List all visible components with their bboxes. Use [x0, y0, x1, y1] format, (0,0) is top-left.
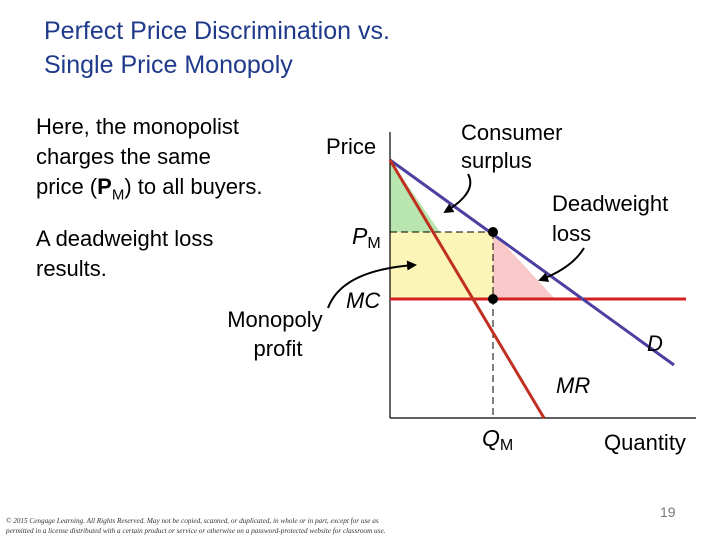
consumer-surplus-label: Consumer surplus: [461, 120, 569, 173]
title-line-1: Perfect Price Discrimination vs.: [44, 17, 390, 45]
consumer-surplus-area: [390, 160, 440, 232]
mr-curve: [388, 159, 546, 419]
explanation-text: Here, the monopolist charges the same pr…: [36, 112, 262, 210]
demand-label: D: [647, 331, 663, 356]
mr-label: MR: [556, 373, 590, 398]
result-line-1: A deadweight loss: [36, 226, 214, 251]
monopoly-profit-label: Monopoly profit: [227, 307, 329, 361]
profit-arrow: [327, 260, 417, 309]
copyright-notice: © 2015 Cengage Learning. All Rights Rese…: [6, 516, 446, 536]
copyright-line-2: permitted in a license distributed with …: [6, 527, 386, 535]
deadweight-arrow: [538, 247, 585, 282]
explanation-price-symbol: P: [97, 174, 112, 199]
title-line-2: Single Price Monopoly: [44, 51, 293, 79]
demand-point: [488, 227, 498, 237]
explanation-line-1: Here, the monopolist: [36, 114, 239, 139]
y-axis-label: Price: [326, 134, 376, 159]
explanation-price-subscript: M: [111, 186, 125, 204]
result-text: A deadweight loss results.: [36, 224, 213, 284]
slide-title: Perfect Price Discrimination vs. Single …: [44, 14, 644, 82]
mc-point: [488, 294, 498, 304]
explanation-line-3: price (PM) to all buyers.: [36, 174, 263, 204]
mc-label: MC: [346, 288, 380, 313]
x-axis-label: Quantity: [604, 430, 686, 455]
page-number: 19: [660, 504, 676, 520]
deadweight-loss-label: Deadweight loss: [552, 191, 674, 246]
result-line-2: results.: [36, 256, 107, 281]
price-label: PM: [352, 223, 381, 252]
consumer-surplus-arrow: [443, 173, 472, 214]
demand-curve: [389, 158, 675, 367]
monopoly-profit-area: [390, 232, 493, 299]
copyright-line-1: © 2015 Cengage Learning. All Rights Rese…: [6, 517, 379, 525]
deadweight-loss-area: [493, 232, 555, 299]
quantity-label: QM: [482, 425, 513, 454]
explanation-line-2: charges the same: [36, 144, 211, 169]
